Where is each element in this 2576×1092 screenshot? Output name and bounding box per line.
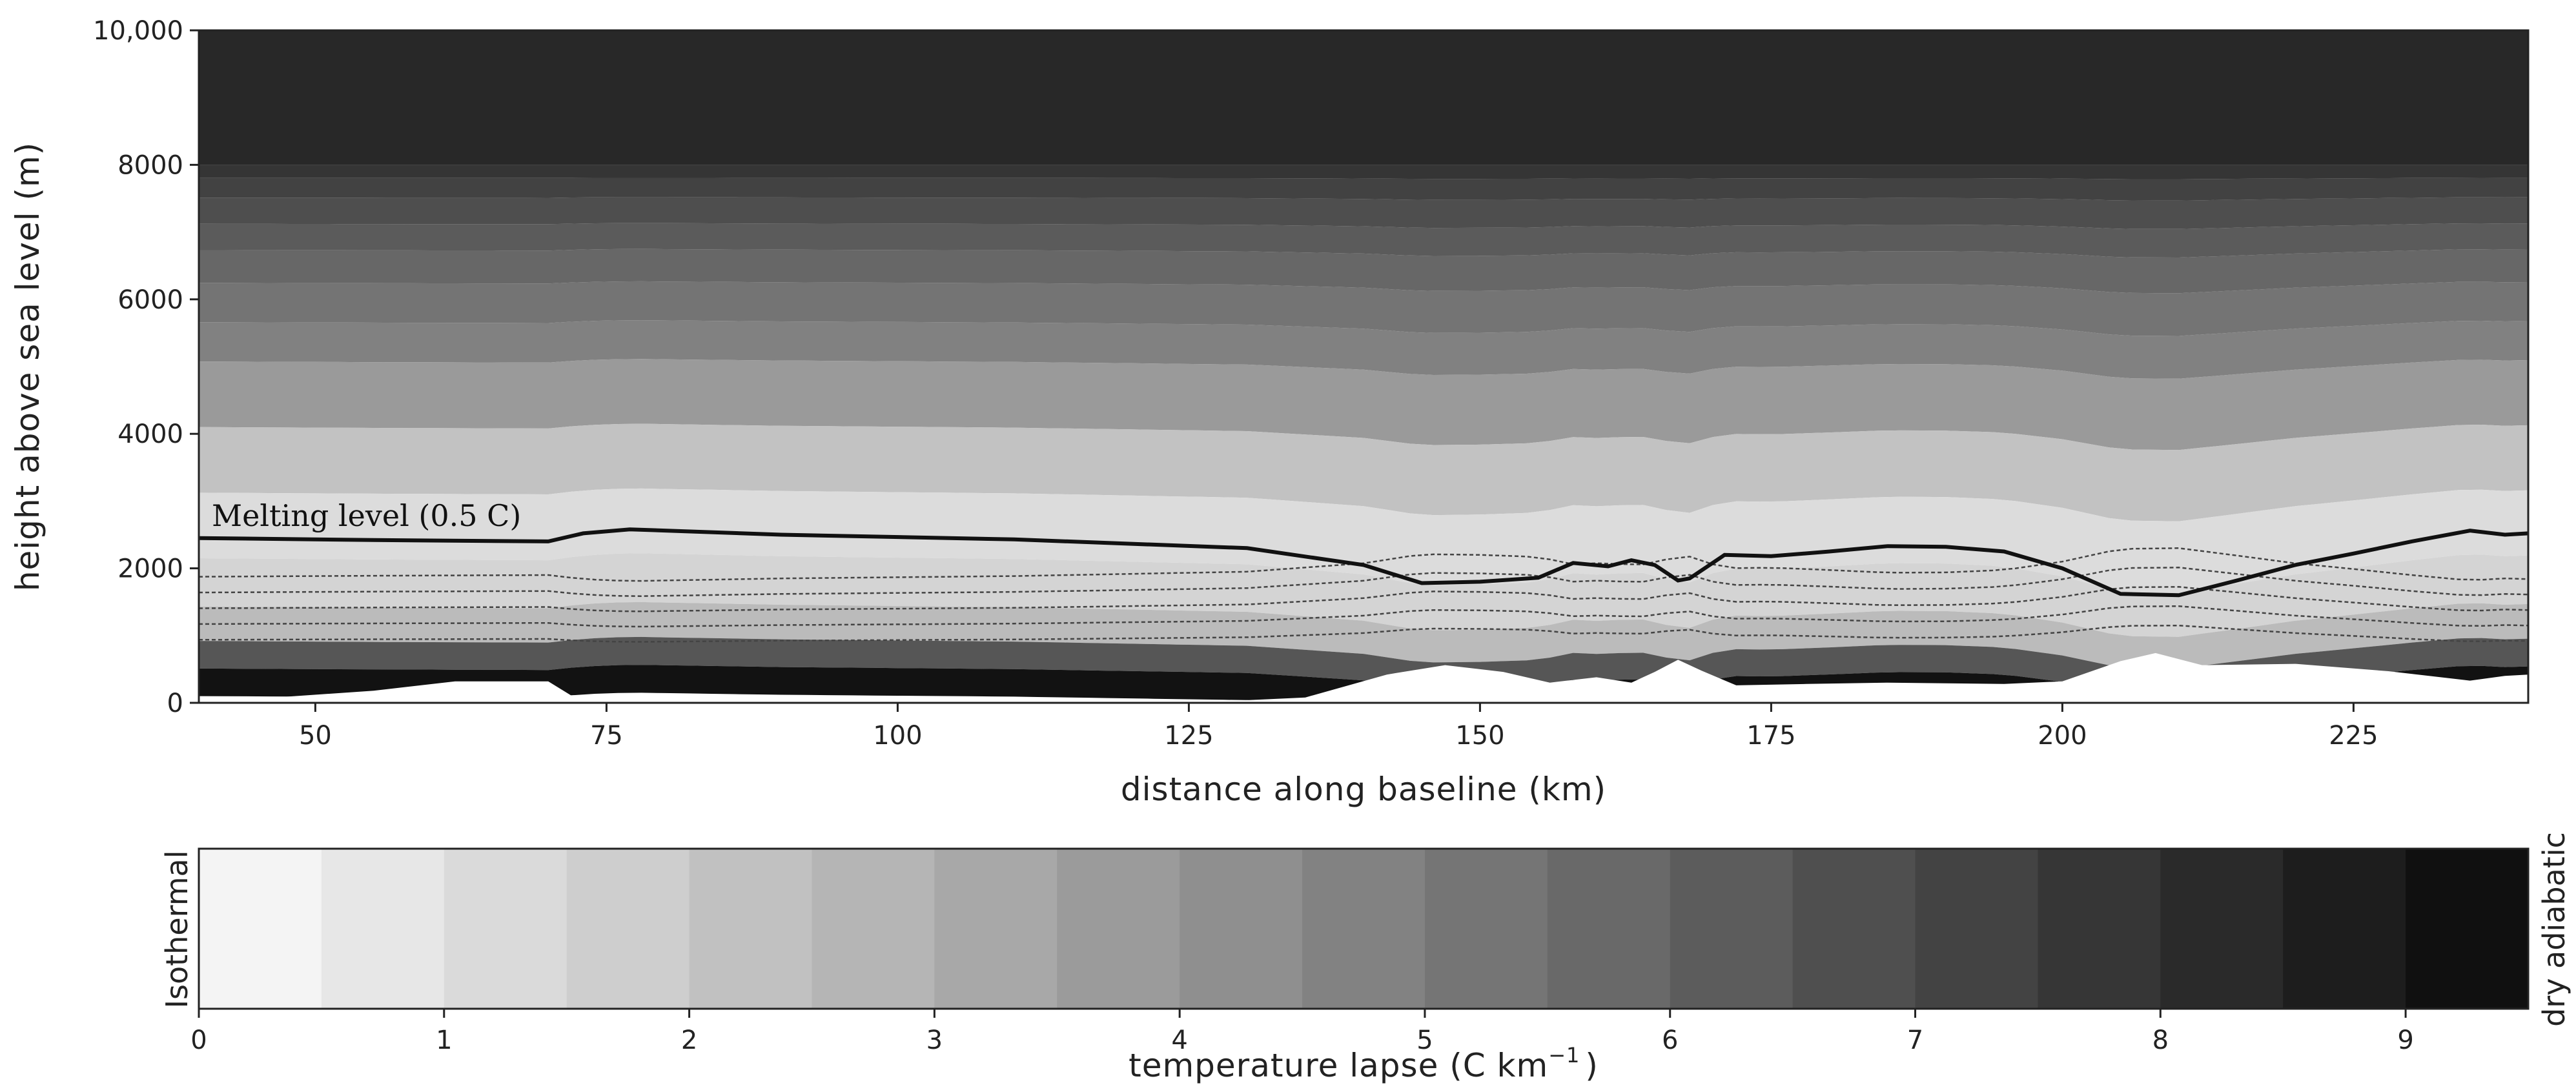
x-axis-title: distance along baseline (km)	[1121, 771, 1606, 808]
colorbar-cell	[2283, 849, 2406, 1009]
lapse-rate-field	[199, 30, 2528, 703]
terrain-profile	[199, 652, 2528, 703]
y-tick-label: 4000	[118, 420, 183, 449]
lapse-isoline	[199, 624, 2528, 643]
lapse-band	[199, 177, 2528, 201]
colorbar-cell	[321, 849, 445, 1009]
lapse-band	[199, 197, 2528, 229]
plot-frame	[198, 29, 2530, 704]
colorbar-tick-label: 4	[1171, 1026, 1187, 1055]
colorbar-cell	[689, 849, 812, 1009]
colorbar-cell	[1180, 849, 1303, 1009]
lapse-isoline	[199, 586, 2528, 612]
colorbar-cell	[1424, 849, 1548, 1009]
lapse-band	[199, 602, 2528, 669]
x-tick-label: 125	[1164, 721, 1213, 751]
x-tick-label: 75	[590, 721, 623, 751]
colorbar-cell	[1057, 849, 1180, 1009]
colorbar: 0 1 2 3 4 5 6 7 8 9 Isothermal dry adiabatic temp…	[159, 832, 2571, 1084]
colorbar-tick-label: 2	[681, 1026, 697, 1055]
y-tick-label: 10,000	[93, 16, 183, 46]
colorbar-cell	[1792, 849, 1916, 1009]
y-axis-ticks: 0 2000 4000 6000 8000 10,000	[93, 16, 199, 718]
colorbar-cell	[2406, 849, 2529, 1009]
x-axis-ticks: 50 75 100 125 150 175 200 225	[299, 703, 2378, 751]
colorbar-tick-label: 3	[926, 1026, 943, 1055]
colorbar-cell	[199, 849, 322, 1009]
lapse-band	[199, 359, 2528, 450]
colorbar-cell	[2038, 849, 2161, 1009]
colorbar-cell	[566, 849, 690, 1009]
melting-level-annotation: Melting level (0.5 C)	[212, 498, 521, 533]
lapse-band	[199, 165, 2528, 179]
y-tick-label: 6000	[118, 285, 183, 315]
colorbar-title: temperature lapse (C km−1)	[1129, 1043, 1599, 1084]
colorbar-cells	[199, 849, 2529, 1009]
lapse-band	[199, 223, 2528, 258]
colorbar-cell	[812, 849, 935, 1009]
y-tick-label: 8000	[118, 150, 183, 180]
x-tick-label: 150	[1455, 721, 1504, 751]
colorbar-tick-label: 6	[1662, 1026, 1678, 1055]
melting-level-line	[199, 527, 2528, 598]
colorbar-cell	[1302, 849, 1426, 1009]
y-tick-label: 2000	[118, 554, 183, 584]
lapse-isoline	[199, 567, 2528, 597]
lapse-band	[199, 636, 2528, 694]
lapse-band	[199, 423, 2528, 521]
colorbar-cell	[934, 849, 1058, 1009]
colorbar-cell	[1915, 849, 2038, 1009]
colorbar-tick-label: 8	[2152, 1026, 2169, 1055]
colorbar-title-superscript: −1	[1548, 1043, 1580, 1067]
colorbar-cell	[1547, 849, 1671, 1009]
x-tick-label: 175	[1746, 721, 1795, 751]
x-tick-label: 50	[299, 721, 332, 751]
colorbar-frame	[198, 847, 2530, 1010]
colorbar-cell	[444, 849, 567, 1009]
colorbar-tick-label: 0	[190, 1026, 207, 1055]
lapse-isoline	[199, 605, 2528, 628]
lapse-band	[199, 30, 2528, 165]
x-tick-label: 225	[2329, 721, 2378, 751]
lapse-rate-contour-plot: Melting level (0.5 C) 50 75 100 125 150 175 20…	[9, 16, 2530, 808]
colorbar-cell	[2160, 849, 2284, 1009]
colorbar-cell	[1670, 849, 1794, 1009]
colorbar-tick-label: 1	[436, 1026, 452, 1055]
x-tick-label: 100	[873, 721, 922, 751]
y-tick-label: 0	[167, 689, 183, 718]
lapse-band	[199, 281, 2528, 336]
colorbar-tick-label: 7	[1907, 1026, 1923, 1055]
colorbar-right-label: dry adiabatic	[2537, 832, 2571, 1027]
colorbar-tick-label: 5	[1416, 1026, 1433, 1055]
lapse-band	[199, 488, 2528, 593]
colorbar-title-main: temperature lapse (C km	[1129, 1047, 1548, 1084]
colorbar-title-suffix: )	[1585, 1047, 1599, 1084]
x-tick-label: 200	[2038, 721, 2087, 751]
colorbar-ticks: 0 1 2 3 4 5 6 7 8 9	[190, 1009, 2414, 1055]
colorbar-tick-label: 9	[2397, 1026, 2413, 1055]
colorbar-left-label: Isothermal	[159, 850, 194, 1008]
y-axis-title: height above sea level (m)	[9, 142, 46, 591]
lapse-band	[199, 553, 2528, 637]
lapse-band	[199, 320, 2528, 379]
lapse-band	[199, 248, 2528, 294]
